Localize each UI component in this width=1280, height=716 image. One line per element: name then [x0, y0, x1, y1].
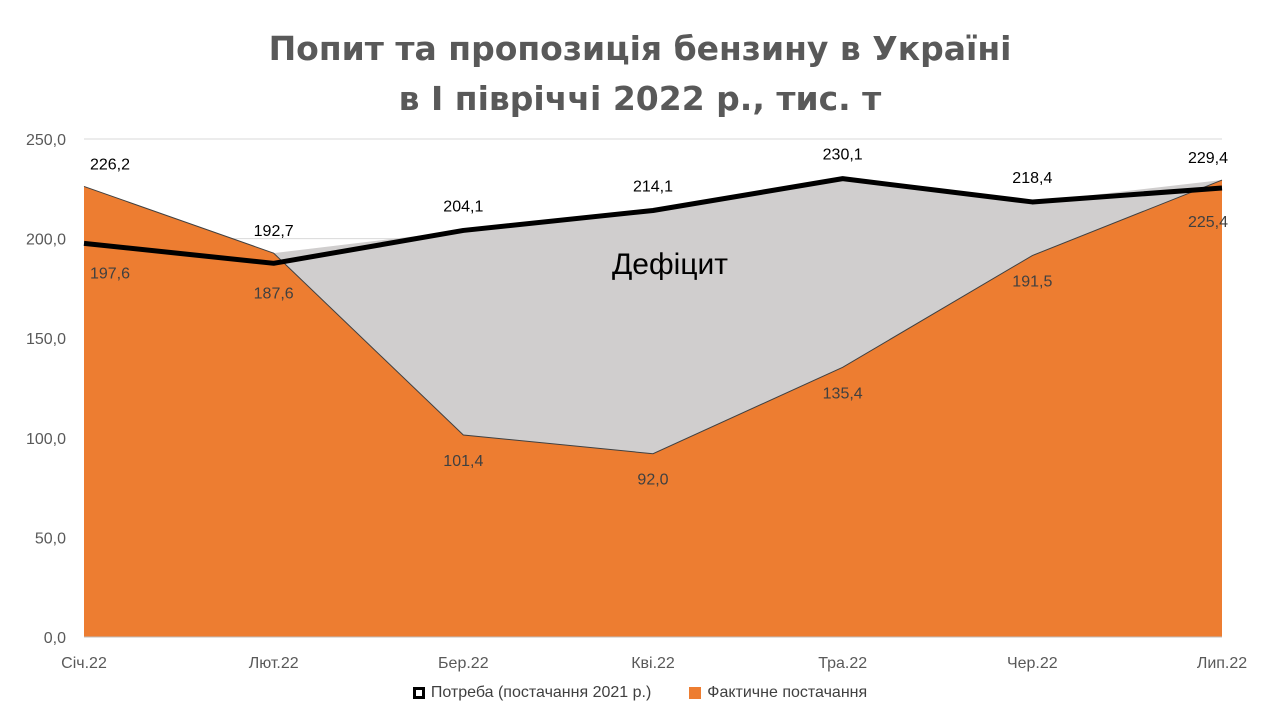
x-tick-label: Лют.22: [249, 655, 299, 672]
demand-data-label: 230,1: [823, 147, 863, 164]
y-tick-label: 0,0: [44, 630, 66, 647]
legend-label-demand: Потреба (постачання 2021 р.): [430, 684, 652, 701]
demand-data-label: 187,6: [254, 285, 294, 302]
demand-data-label: 197,6: [90, 265, 130, 282]
demand-data-label: 204,1: [443, 198, 483, 215]
demand-data-label: 214,1: [633, 179, 673, 196]
demand-data-label: 225,4: [1188, 214, 1228, 231]
supply-data-label: 101,4: [443, 453, 483, 470]
supply-data-label: 229,4: [1188, 150, 1228, 167]
supply-data-label: 226,2: [90, 156, 130, 173]
supply-data-label: 192,7: [254, 223, 294, 240]
chart-title-line-1: Попит та пропозиція бензину в Україні: [268, 29, 1012, 68]
x-tick-label: Кві.22: [631, 655, 675, 672]
supply-data-label: 191,5: [1012, 274, 1052, 291]
legend-label-supply: Фактичне постачання: [707, 684, 868, 701]
y-tick-label: 150,0: [26, 331, 66, 348]
deficit-annotation: Дефіцит: [612, 248, 728, 281]
y-tick-label: 50,0: [35, 530, 66, 547]
chart-title: Попит та пропозиція бензину в Україні в …: [0, 24, 1280, 124]
y-tick-label: 250,0: [26, 132, 66, 149]
supply-data-label: 135,4: [823, 385, 863, 402]
legend-item-supply: Фактичне постачання: [689, 684, 867, 702]
x-tick-label: Лип.22: [1197, 655, 1247, 672]
legend-swatch-demand: [412, 687, 425, 699]
legend-item-demand: Потреба (постачання 2021 р.): [412, 684, 652, 702]
supply-data-label: 92,0: [637, 472, 668, 489]
legend-swatch-supply: [689, 687, 702, 699]
demand-data-label: 218,4: [1012, 170, 1052, 187]
chart-legend: Потреба (постачання 2021 р.) Фактичне по…: [0, 684, 1280, 702]
x-tick-label: Тра.22: [818, 655, 867, 672]
y-tick-label: 200,0: [26, 232, 66, 249]
supply-outline: [83, 179, 1223, 455]
y-tick-label: 100,0: [26, 431, 66, 448]
demand-line: [83, 176, 1223, 266]
x-tick-label: Бер.22: [438, 655, 489, 672]
x-tick-label: Січ.22: [61, 655, 107, 672]
x-tick-label: Чер.22: [1007, 655, 1058, 672]
chart-title-line-2: в І півріччі 2022 р., тис. т: [398, 79, 882, 118]
supply-area: [84, 180, 1222, 637]
